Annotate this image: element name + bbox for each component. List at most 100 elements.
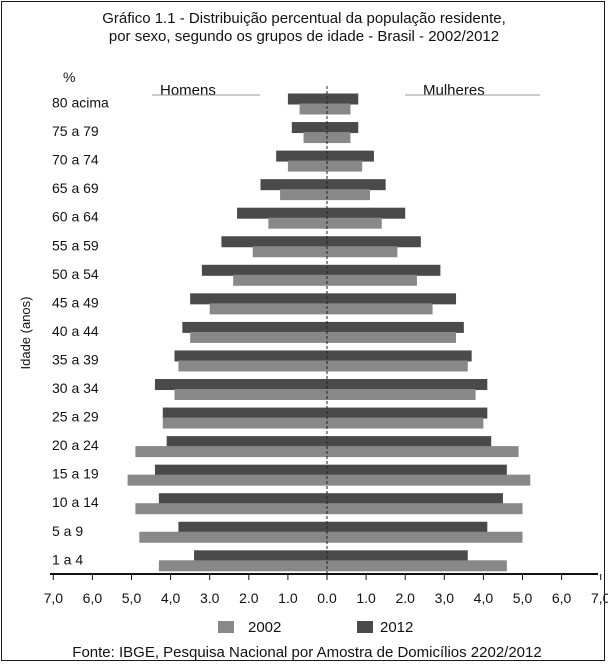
bar-2012-mulheres-50-a-54 [327,264,441,276]
bar-2002-homens-65-a-69 [280,189,327,201]
bar-2002-mulheres-45-a-49 [327,303,433,315]
bar-2012-mulheres-15-a-19 [327,464,507,476]
bar-2012-homens-75-a-79 [291,122,327,134]
bar-2002-homens-35-a-39 [178,360,327,372]
bar-2012-homens-50-a-54 [201,264,327,276]
bar-2002-mulheres-10-a-14 [327,503,523,515]
bar-2002-mulheres-5-a-9 [327,531,523,543]
bar-2002-mulheres-25-a-29 [327,417,484,429]
bar-2012-mulheres-30-a-34 [327,379,488,390]
x-tick-label-11: 4,0 [474,590,494,606]
x-tick-label-9: 2.0 [395,590,415,606]
bar-2002-mulheres-20-a-24 [327,446,519,458]
bar-2012-homens-25-a-29 [162,407,327,419]
chart-subtitle: por sexo, segundo os grupos de idade - B… [108,28,500,45]
bar-2012-mulheres-5-a-9 [327,521,488,533]
y-tick-label-40-a-44: 40 a 44 [52,323,99,339]
y-tick-label-20-a-24: 20 a 24 [52,437,99,453]
y-tick-label-10-a-14: 10 a 14 [52,494,99,510]
bar-2002-mulheres-55-a-59 [327,246,398,258]
y-tick-label-15-a-19: 15 a 19 [52,466,99,482]
bar-2012-homens-65-a-69 [260,179,327,191]
y-tick-label-55-a-59: 55 a 59 [52,237,99,253]
bar-2012-mulheres-80-acima [327,93,359,105]
bar-2002-mulheres-65-a-69 [327,189,371,201]
y-tick-label-80-acima: 80 acima [52,95,109,111]
bar-2012-homens-5-a-9 [178,521,327,533]
bar-2012-mulheres-20-a-24 [327,436,492,448]
bar-2002-homens-20-a-24 [135,446,327,458]
x-tick-label-13: 6,0 [552,590,572,606]
chart-title: Gráfico 1.1 - Distribuição percentual da… [102,10,506,27]
bar-2012-mulheres-65-a-69 [327,179,386,191]
bar-2002-homens-70-a-74 [287,160,327,172]
bar-2012-mulheres-25-a-29 [327,407,488,419]
y-tick-label-25-a-29: 25 a 29 [52,409,99,425]
legend-label-2012: 2012 [380,619,413,636]
bar-2012-homens-45-a-49 [190,293,327,305]
bar-2002-homens-40-a-44 [190,331,327,343]
bar-2002-homens-30-a-34 [174,389,327,400]
y-labels-layer: 80 acima 75 a 79 70 a 74 65 a 69 60 a 64 55 a… [52,95,109,568]
bar-2002-homens-10-a-14 [135,503,327,515]
bar-2002-homens-80-acima [299,103,327,115]
x-tick-label-0: 7,0 [44,590,64,606]
x-tick-label-12: 5,0 [513,590,533,606]
x-tick-label-5: 2.0 [239,590,259,606]
bar-2012-homens-10-a-14 [158,493,327,505]
bar-2012-homens-1-a-4 [194,550,327,562]
x-tick-label-4: 3.0 [200,590,220,606]
x-tick-label-8: 1.0 [356,590,376,606]
legend-label-2002: 2002 [248,619,281,636]
bar-2012-mulheres-75-a-79 [327,122,359,134]
x-tick-label-3: 4,0 [161,590,181,606]
side-label-homens: Homens [160,82,216,99]
bar-2002-homens-5-a-9 [139,531,327,543]
y-tick-label-30-a-34: 30 a 34 [52,380,99,396]
bar-2012-homens-80-acima [287,93,327,105]
bar-2002-mulheres-35-a-39 [327,360,468,372]
bar-2002-homens-60-a-64 [268,217,327,229]
bar-2012-homens-35-a-39 [174,350,327,362]
y-tick-label-5-a-9: 5 a 9 [52,523,83,539]
bar-2002-mulheres-50-a-54 [327,274,417,286]
bar-2012-homens-15-a-19 [154,464,327,476]
bar-2002-mulheres-60-a-64 [327,217,382,229]
side-label-mulheres: Mulheres [423,82,485,99]
bar-2002-homens-75-a-79 [303,132,327,144]
bar-2002-homens-45-a-49 [209,303,327,315]
bar-2012-mulheres-55-a-59 [327,236,421,248]
x-ticks-layer: 7,0 6,0 5,0 4,0 3.0 2.0 1.0 0.0 1.0 2.0 3,0 4,0 5,0 6… [44,574,608,606]
legend-swatch-2012 [357,621,373,633]
bar-2012-homens-30-a-34 [154,379,327,390]
bar-2012-mulheres-60-a-64 [327,207,406,219]
x-tick-label-14: 7,0 [591,590,608,606]
unit-label: % [63,69,75,85]
bar-2012-mulheres-45-a-49 [327,293,457,305]
bar-2002-homens-55-a-59 [252,246,327,258]
y-tick-label-70-a-74: 70 a 74 [52,152,99,168]
y-tick-label-60-a-64: 60 a 64 [52,209,99,225]
bar-2012-homens-20-a-24 [166,436,327,448]
x-tick-label-6: 1.0 [278,590,298,606]
bar-2002-mulheres-70-a-74 [327,160,363,172]
y-tick-label-35-a-39: 35 a 39 [52,351,99,367]
bar-2012-mulheres-1-a-4 [327,550,468,562]
bar-2012-mulheres-35-a-39 [327,350,472,362]
y-tick-label-65-a-69: 65 a 69 [52,180,99,196]
bar-2002-mulheres-75-a-79 [327,132,351,144]
bar-2012-homens-55-a-59 [221,236,327,248]
bar-2002-mulheres-15-a-19 [327,474,531,486]
bar-2002-mulheres-40-a-44 [327,331,457,343]
y-tick-label-45-a-49: 45 a 49 [52,294,99,310]
bar-2002-homens-50-a-54 [233,274,327,286]
bar-2012-homens-60-a-64 [237,207,327,219]
y-tick-label-75-a-79: 75 a 79 [52,123,99,139]
legend-swatch-2002 [218,621,234,633]
x-tick-label-2: 5,0 [122,590,142,606]
bar-2012-homens-70-a-74 [276,150,327,162]
bar-2002-homens-1-a-4 [158,560,327,572]
source-note: Fonte: IBGE, Pesquisa Nacional por Amost… [72,644,541,661]
bar-2002-mulheres-80-acima [327,103,351,115]
y-tick-label-1-a-4: 1 a 4 [52,551,83,567]
